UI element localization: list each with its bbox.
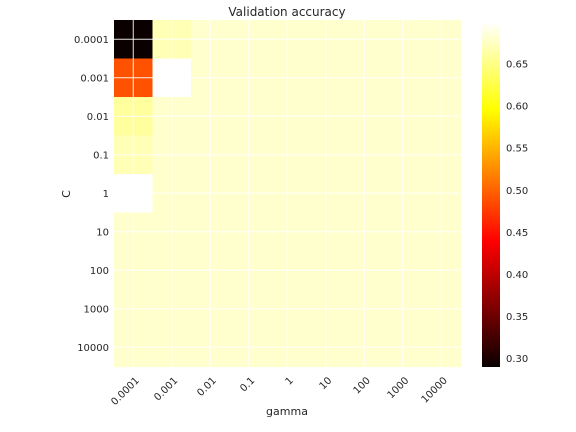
y-tick-label: 0.001 xyxy=(80,73,109,84)
x-tick-label: 0.01 xyxy=(195,375,219,399)
x-tick-label: 1 xyxy=(284,375,296,387)
y-tick-label: 1000 xyxy=(84,304,109,315)
colorbar-tick-label: 0.30 xyxy=(506,354,528,365)
y-tick-label: 10000 xyxy=(77,343,109,354)
colorbar xyxy=(482,22,500,367)
x-tick-label: 0.001 xyxy=(152,375,180,403)
colorbar-tick-label: 0.65 xyxy=(506,60,528,71)
y-tick-label: 0.0001 xyxy=(74,35,109,46)
x-tick-label: 10 xyxy=(318,375,335,392)
y-tick-label: 0.1 xyxy=(93,150,109,161)
x-tick-label: 100 xyxy=(352,375,373,396)
colorbar-tick-labels: 0.30 0.35 0.40 0.45 0.50 0.55 0.60 0.65 xyxy=(506,60,528,366)
chart-title: Validation accuracy xyxy=(228,5,345,19)
y-tick-label: 0.01 xyxy=(87,112,109,123)
y-tick-label: 1 xyxy=(103,189,109,200)
colorbar-tick-label: 0.55 xyxy=(506,144,528,155)
y-axis-label: C xyxy=(60,190,73,198)
y-tick-labels: 0.0001 0.001 0.01 0.1 1 10 100 1000 10000 xyxy=(74,35,109,354)
x-tick-label: 0.0001 xyxy=(109,375,142,408)
colorbar-tick-label: 0.35 xyxy=(506,312,528,323)
y-tick-label: 100 xyxy=(90,266,109,277)
x-tick-label: 10000 xyxy=(420,375,450,405)
colorbar-tick-label: 0.50 xyxy=(506,186,528,197)
x-tick-labels: 0.0001 0.001 0.01 0.1 1 10 100 1000 10000 xyxy=(109,375,450,408)
x-axis-label: gamma xyxy=(266,405,308,418)
y-tick-label: 10 xyxy=(96,227,109,238)
colorbar-tick-label: 0.60 xyxy=(506,102,528,113)
x-tick-label: 1000 xyxy=(386,375,412,401)
heatmap-gridlines xyxy=(114,20,461,367)
colorbar-tick-label: 0.45 xyxy=(506,228,528,239)
x-tick-label: 0.1 xyxy=(238,375,257,394)
colorbar-tick-label: 0.40 xyxy=(506,270,528,281)
